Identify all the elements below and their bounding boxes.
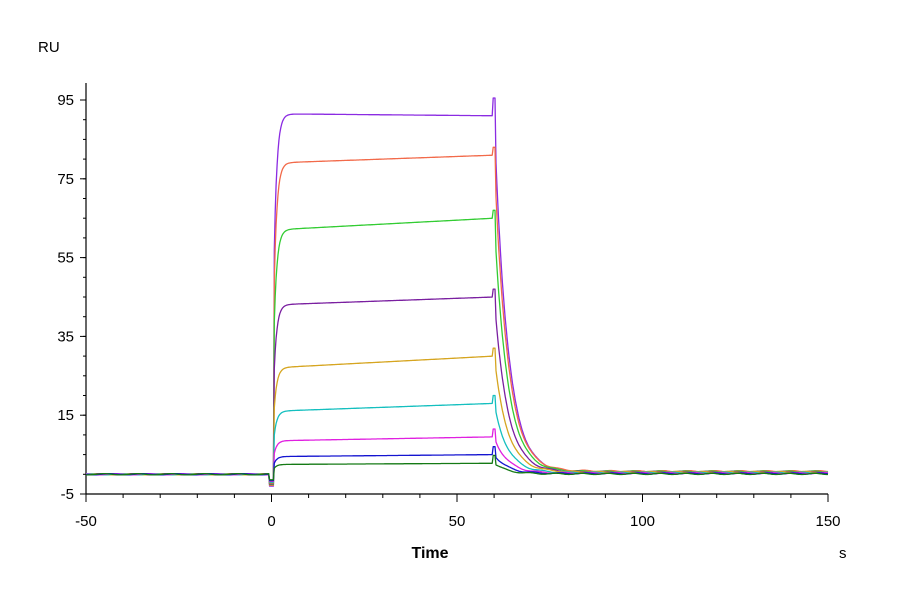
x-tick-label: 0 <box>267 513 275 530</box>
x-tick-label: 150 <box>815 513 840 530</box>
series-line-2 <box>85 146 829 486</box>
y-tick-label: 95 <box>57 92 74 109</box>
y-tick-label: 55 <box>57 250 74 267</box>
y-tick-label: 35 <box>57 328 74 345</box>
axes-layer: -5 15 35 55 75 95 -50 0 50 100 150 <box>57 83 841 530</box>
series-line-9 <box>86 454 828 481</box>
labels-layer: RU Time s <box>38 39 847 562</box>
x-axis-title: Time <box>411 545 448 562</box>
y-unit-label: RU <box>38 39 60 56</box>
y-tick-label: -5 <box>61 486 74 503</box>
x-unit-label: s <box>839 545 847 562</box>
x-tick-label: 100 <box>630 513 655 530</box>
series-line-3 <box>86 209 828 486</box>
y-tick-label: 75 <box>57 171 74 188</box>
series-line-5 <box>85 347 829 484</box>
series-line-6 <box>86 394 828 483</box>
y-tick-label: 15 <box>57 407 74 424</box>
x-tick-label: -50 <box>75 513 97 530</box>
series-layer <box>85 97 829 487</box>
x-tick-label: 50 <box>449 513 466 530</box>
